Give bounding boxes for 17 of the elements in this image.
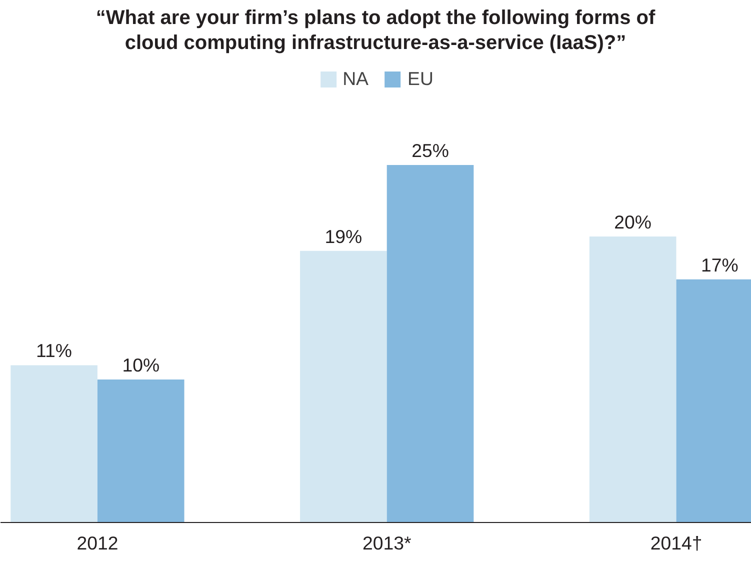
legend-label: EU [408, 68, 434, 90]
bar [386, 165, 474, 522]
x-tick-label: 2014† [650, 532, 702, 554]
bar [97, 380, 184, 522]
bar [589, 236, 676, 522]
data-label: 20% [614, 212, 652, 233]
data-label: 11% [36, 340, 72, 362]
data-label: 10% [122, 354, 160, 376]
bar [300, 250, 387, 522]
data-label: 17% [700, 254, 738, 276]
bar [10, 365, 98, 522]
x-tick-label: 2013* [362, 532, 412, 554]
data-label: 25% [412, 140, 449, 162]
chart-title: “What are your firm’s plans to adopt the following forms of cloud computing infrastructure-as-a-service (IaaS)?” [94, 6, 656, 56]
x-tick-label: 2012 [76, 532, 118, 554]
legend-label: NA [342, 68, 368, 90]
data-label: 19% [324, 226, 362, 247]
